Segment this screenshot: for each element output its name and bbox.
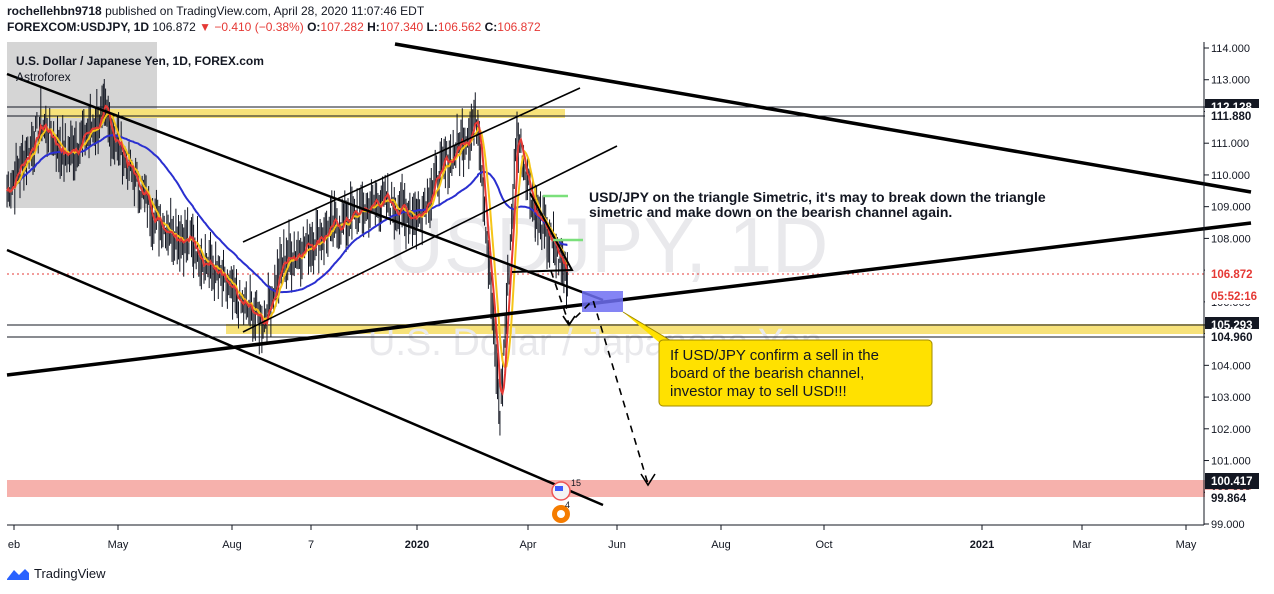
callout-box[interactable] <box>658 339 933 407</box>
event-markers[interactable]: 15 4 <box>551 478 581 523</box>
upper-descending-line <box>394 42 1252 194</box>
projection-arrow-2 <box>640 473 656 487</box>
target-zone[interactable] <box>7 480 1251 497</box>
time-axis[interactable]: eb May Aug 7 2020 Apr Jun Aug Oct 2021 Mar May <box>8 525 1197 551</box>
price-tick-label: 113.000 <box>1211 75 1250 87</box>
time-tick-label: 2020 <box>405 539 429 551</box>
level-lines <box>7 106 1251 338</box>
lower-ascending-line <box>6 221 1252 377</box>
price-label-box <box>1205 108 1259 124</box>
high-label: H: <box>367 20 380 34</box>
callout-line-2: board of the bearish channel, <box>670 365 864 382</box>
price-label: 104.960 <box>1211 332 1253 344</box>
legend-indicator[interactable]: Astroforex <box>16 70 71 84</box>
last-price: 106.872 <box>152 20 196 34</box>
low-value: 106.562 <box>437 20 482 34</box>
price-label: 111.880 <box>1211 111 1251 123</box>
price-label-box <box>1205 329 1259 345</box>
triangle-pattern <box>511 192 574 273</box>
close-value: 106.872 <box>497 20 541 34</box>
fast-ema-line <box>6 104 569 396</box>
price-chart[interactable]: USDJPY, 1D U.S. Dollar / Japanese Yen US… <box>0 40 1274 554</box>
time-tick-label: eb <box>8 539 20 551</box>
time-tick-label: Apr <box>519 539 536 551</box>
high-value: 107.340 <box>379 20 424 34</box>
price-tick-label: 104.000 <box>1211 360 1251 372</box>
time-tick-label: Aug <box>711 539 731 551</box>
legend-title: U.S. Dollar / Japanese Yen, 1D, FOREX.co… <box>16 54 264 68</box>
price-tick-label: 103.000 <box>1211 392 1251 404</box>
chart-area[interactable]: USDJPY, 1D U.S. Dollar / Japanese Yen US… <box>0 40 1274 554</box>
bullish-channel-top <box>242 87 581 243</box>
annotation-line-2[interactable]: simetric and make down on the bearish ch… <box>589 204 952 220</box>
footer-brand[interactable]: TradingView <box>34 566 106 581</box>
price-label: 100.417 <box>1211 476 1253 488</box>
price-tick-label: 114.000 <box>1211 43 1250 55</box>
resistance-zone[interactable] <box>40 109 565 118</box>
earnings-count: 4 <box>565 500 570 510</box>
price-label: 05:52:16 <box>1211 291 1257 303</box>
price-tick-label: 110.000 <box>1211 170 1250 182</box>
price-label: 99.864 <box>1211 493 1247 505</box>
publish-date: published on TradingView.com, April 28, … <box>105 4 425 18</box>
bullish-channel-bottom <box>242 145 618 333</box>
projection-path <box>550 270 649 485</box>
earnings-icon-center <box>557 510 565 518</box>
symbol-ohlc-line: FOREXCOM:USDJPY, 1D 106.872 ▼ −0.410 (−0… <box>7 20 541 34</box>
tradingview-logo-icon[interactable] <box>6 567 30 581</box>
time-tick-label: May <box>108 539 129 551</box>
author[interactable]: rochellehbn9718 <box>7 4 102 18</box>
projection-arrow-1 <box>562 315 576 327</box>
price-tick-label: 99.000 <box>1211 519 1245 531</box>
symbol-name: FOREXCOM:USDJPY, 1D <box>7 20 150 34</box>
time-tick-label: Oct <box>815 539 832 551</box>
callout-line-3: investor may to sell USD!!! <box>670 383 847 400</box>
close-label: C: <box>484 20 498 34</box>
time-tick-label: Aug <box>222 539 242 551</box>
price-label-box <box>1205 473 1259 489</box>
time-tick-label: Mar <box>1073 539 1092 551</box>
time-tick-label: 2021 <box>970 539 994 551</box>
annotation-line-1[interactable]: USD/JPY on the triangle Simetric, it's m… <box>589 189 1046 205</box>
price-label: 106.872 <box>1211 269 1253 281</box>
footer: TradingView <box>6 566 106 581</box>
flag-count: 15 <box>571 478 581 488</box>
callout-line-1: If USD/JPY confirm a sell in the <box>670 347 879 364</box>
low-label: L: <box>426 20 438 34</box>
trendlines[interactable] <box>6 42 1252 507</box>
price-labels: 112.128111.880106.87205:52:16105.293104.… <box>1205 99 1259 506</box>
support-zone[interactable] <box>226 324 1251 334</box>
entry-box[interactable] <box>582 291 623 312</box>
flag-canton <box>555 486 563 491</box>
time-tick-label: Jun <box>608 539 626 551</box>
price-tick-label: 109.000 <box>1211 202 1251 214</box>
open-value: 107.282 <box>320 20 364 34</box>
bearish-channel-top <box>6 72 604 302</box>
price-tick-label: 111.000 <box>1211 138 1249 150</box>
price-tick-label: 101.000 <box>1211 456 1251 468</box>
publish-info: rochellehbn9718 published on TradingView… <box>7 4 424 18</box>
price-label-box <box>1205 490 1259 506</box>
price-label-box <box>1205 266 1259 282</box>
open-label: O: <box>307 20 321 34</box>
bearish-channel-bottom <box>6 248 604 507</box>
price-tick-label: 102.000 <box>1211 424 1251 436</box>
slow-ma-line <box>6 134 568 294</box>
price-label-box <box>1205 288 1259 304</box>
time-tick-label: May <box>1176 539 1197 551</box>
time-tick-label: 7 <box>308 539 314 551</box>
price-tick-label: 108.000 <box>1211 233 1251 245</box>
price-change: ▼ −0.410 (−0.38%) <box>199 20 304 34</box>
